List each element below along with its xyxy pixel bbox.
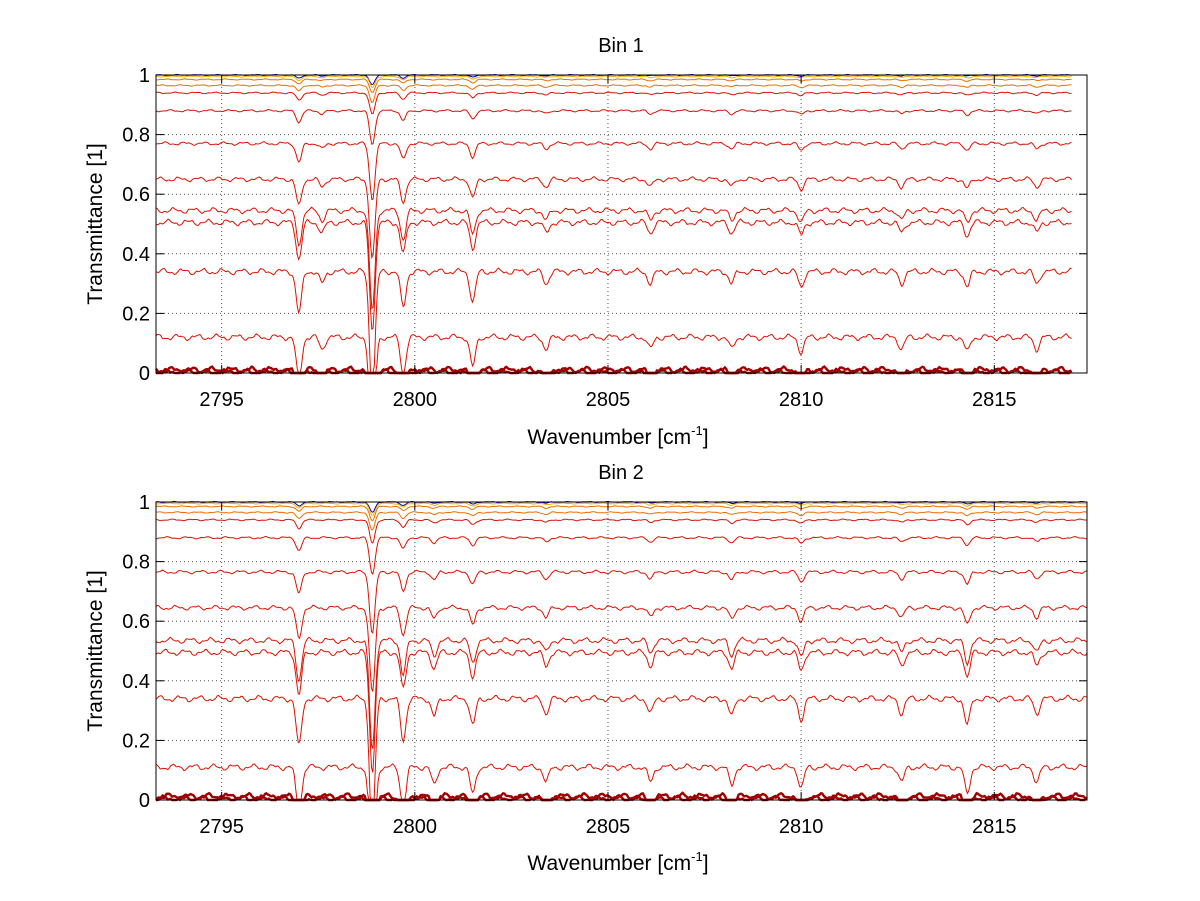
- x-tick-label: 2810: [779, 389, 824, 411]
- series-line-level-2: [155, 502, 1088, 516]
- x-tick-label: 2815: [972, 389, 1017, 411]
- bin-2-panel: Bin 2 2795 2800 2805 2810 2815 0 0.2 0.4 0.6 0.8 1…: [84, 462, 1088, 875]
- y-tick-label: 0.6: [122, 184, 150, 206]
- series-line-level-3: [155, 78, 1072, 93]
- y-tick-label: 0.8: [122, 125, 150, 147]
- bin-1-title: Bin 1: [598, 35, 644, 57]
- bin-1-ticks: 2795 2800 2805 2810 2815 0 0.2 0.4 0.6 0.8 1: [122, 65, 1087, 411]
- bin-1-panel: Bin 1 2795 2800 2805 2810 2815 0 0.2 0.4 0.6 0.8 1…: [84, 35, 1088, 449]
- bin-1-axes-box: [155, 74, 1088, 374]
- series-line-level-5: [155, 91, 1072, 115]
- y-tick-label: 0.6: [122, 611, 150, 633]
- series-line-level-4: [156, 84, 1072, 104]
- x-tick-label: 2800: [393, 389, 438, 411]
- y-tick-label: 1: [139, 492, 150, 514]
- bin-2-x-axis-label-main: Wavenumber [cm: [527, 852, 691, 875]
- series-line-level-4: [155, 511, 1088, 531]
- bin-1-x-axis-label-main: Wavenumber [cm: [527, 426, 691, 449]
- x-tick-label: 2795: [199, 816, 244, 838]
- bin-1-x-axis-label-close: ]: [703, 426, 709, 449]
- series-line-level-5: [155, 518, 1088, 544]
- bin-1-x-axis-label: Wavenumber [cm-1]: [527, 423, 708, 449]
- bin-1-y-axis-label: Transmittance [1]: [84, 143, 107, 304]
- y-tick-label: 0.2: [122, 303, 150, 325]
- series-line-level-3: [155, 505, 1088, 522]
- bin-2-ticks: 2795 2800 2805 2810 2815 0 0.2 0.4 0.6 0.8 1: [122, 492, 1087, 838]
- bin-2-x-axis-label-sup: -1: [691, 849, 703, 864]
- bin-2-x-axis-label-close: ]: [703, 852, 709, 875]
- x-tick-label: 2800: [393, 816, 438, 838]
- y-tick-label: 1: [139, 65, 150, 87]
- series-line-level-11: [155, 694, 1088, 801]
- x-tick-label: 2810: [779, 816, 824, 838]
- series-line-level-9: [155, 636, 1088, 749]
- y-tick-label: 0.4: [122, 671, 150, 693]
- series-line-level-12: [155, 333, 1072, 375]
- series-line-level-11: [155, 267, 1072, 374]
- series-line-level-6: [155, 535, 1088, 576]
- y-tick-label: 0.2: [122, 730, 150, 752]
- series-line-level-7: [155, 141, 1072, 201]
- y-tick-label: 0.4: [122, 244, 150, 266]
- x-tick-label: 2805: [586, 816, 631, 838]
- x-tick-label: 2815: [972, 816, 1017, 838]
- series-line-level-10: [155, 648, 1088, 773]
- series-line-level-12: [155, 763, 1088, 801]
- bin-1-x-axis-label-sup: -1: [691, 423, 703, 438]
- series-line-level-6: [155, 108, 1072, 145]
- series-line-level-2: [155, 75, 1072, 88]
- bin-2-axes-box: [155, 501, 1088, 801]
- series-line-level-10: [155, 218, 1072, 331]
- bin-2-title: Bin 2: [598, 462, 644, 484]
- bin-2-y-axis-label: Transmittance [1]: [84, 570, 107, 731]
- series-line-level-8: [155, 176, 1072, 260]
- series-line-level-8: [155, 604, 1088, 692]
- y-tick-label: 0: [139, 363, 150, 385]
- y-tick-label: 0: [139, 790, 150, 812]
- bin-2-x-axis-label: Wavenumber [cm-1]: [527, 849, 708, 875]
- x-tick-label: 2795: [199, 389, 244, 411]
- y-tick-label: 0.8: [122, 552, 150, 574]
- series-line-level-9: [155, 206, 1072, 310]
- x-tick-label: 2805: [586, 389, 631, 411]
- series-line-level-7: [155, 569, 1088, 634]
